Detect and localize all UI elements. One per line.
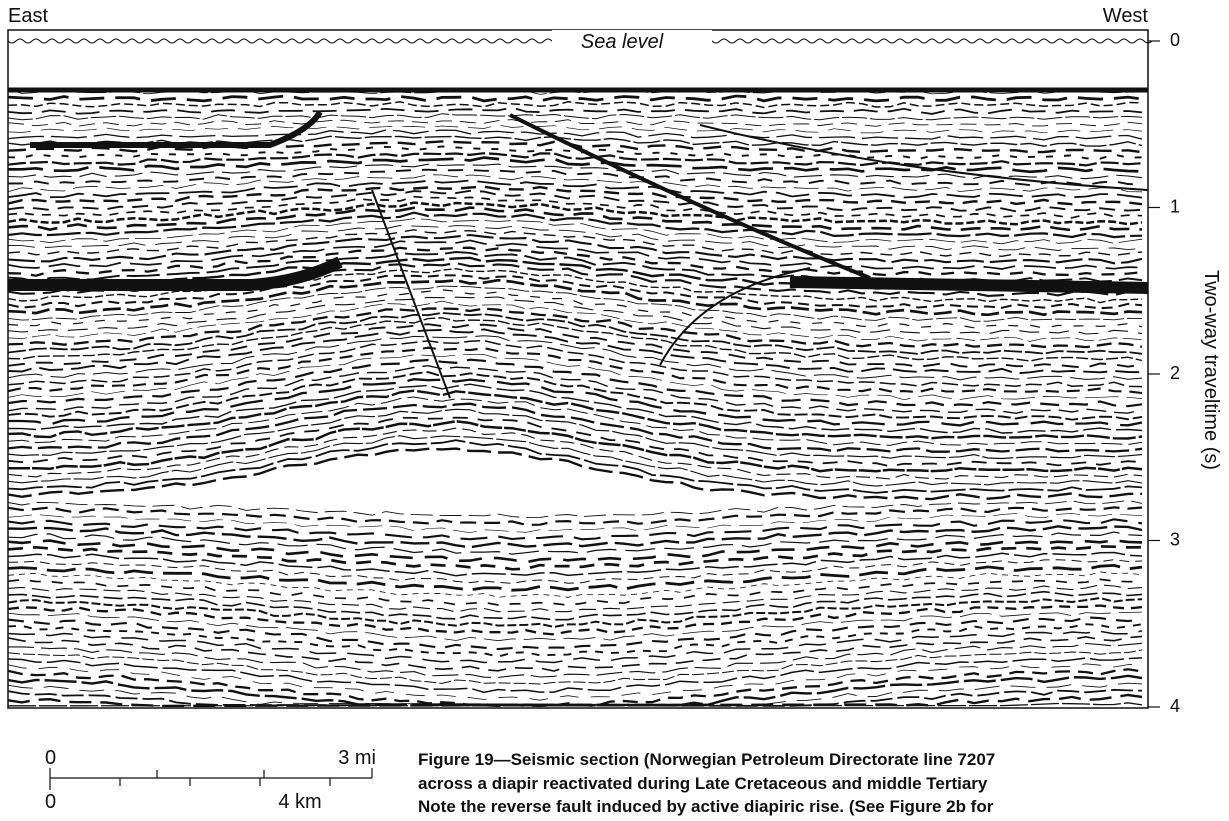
caption-line: Note the reverse fault induced by active… [418,795,1229,819]
reflector [8,130,1142,140]
reflector [8,676,1142,705]
reflector [8,230,1142,256]
figure: East West Sea level 0 1 2 3 4 Two-way travel… [0,0,1229,821]
reflector [8,636,1142,671]
reflector [8,540,1142,562]
reflector [8,606,1142,635]
reflector [8,120,1142,127]
reflector [8,102,1142,108]
axis-label: Two-way traveltime (s) [1200,270,1222,470]
caption-line: Figure 19—Seismic section (Norwegian Pet… [418,748,1229,772]
reflector [8,96,1142,101]
reflector [8,170,1142,185]
reflector [8,565,1142,590]
axis-tick-label: 0 [1170,30,1180,50]
east-label: East [8,5,48,27]
reflector [8,546,1142,569]
scale-label: 3 mi [338,747,376,769]
axis-tick-label: 2 [1170,363,1180,383]
reflector [8,592,1142,620]
caption-line: across a diapir reactivated during Late … [418,772,1229,796]
reflector [8,449,1142,500]
reflector [8,513,1142,532]
reflector [8,187,1142,205]
scale-label: 4 km [278,791,321,813]
reflector [8,114,1142,120]
scale-bar [50,768,372,790]
reflector [8,181,1142,198]
reflector-strong [790,282,1148,288]
reflector [8,108,1142,114]
reflector [8,125,1142,133]
reflector [8,290,1142,328]
reflector [8,164,1142,179]
scale-label: 0 [45,747,56,769]
axis-tick-label: 1 [1170,196,1180,216]
reflector [8,560,1142,584]
time-axis: 0 1 2 3 4 [1148,30,1180,716]
page: {"figure": { "left_label": "East", "righ… [0,0,1229,821]
seismic-section [8,39,1152,706]
sea-level-label: Sea level [581,31,664,53]
reflector [8,213,1142,238]
reflector [8,617,1142,649]
reflector-strong [30,112,320,145]
scale-label: 0 [45,791,56,813]
west-label: West [1103,5,1149,27]
reflector [8,297,1142,334]
caption: Figure 19—Seismic section (Norwegian Pet… [418,748,1229,819]
axis-tick-label: 3 [1170,529,1180,549]
reflector [8,440,1142,493]
reflector [8,500,1142,517]
reflector [8,519,1142,539]
reflector [8,612,1142,641]
axis-tick-label: 4 [1170,696,1180,716]
